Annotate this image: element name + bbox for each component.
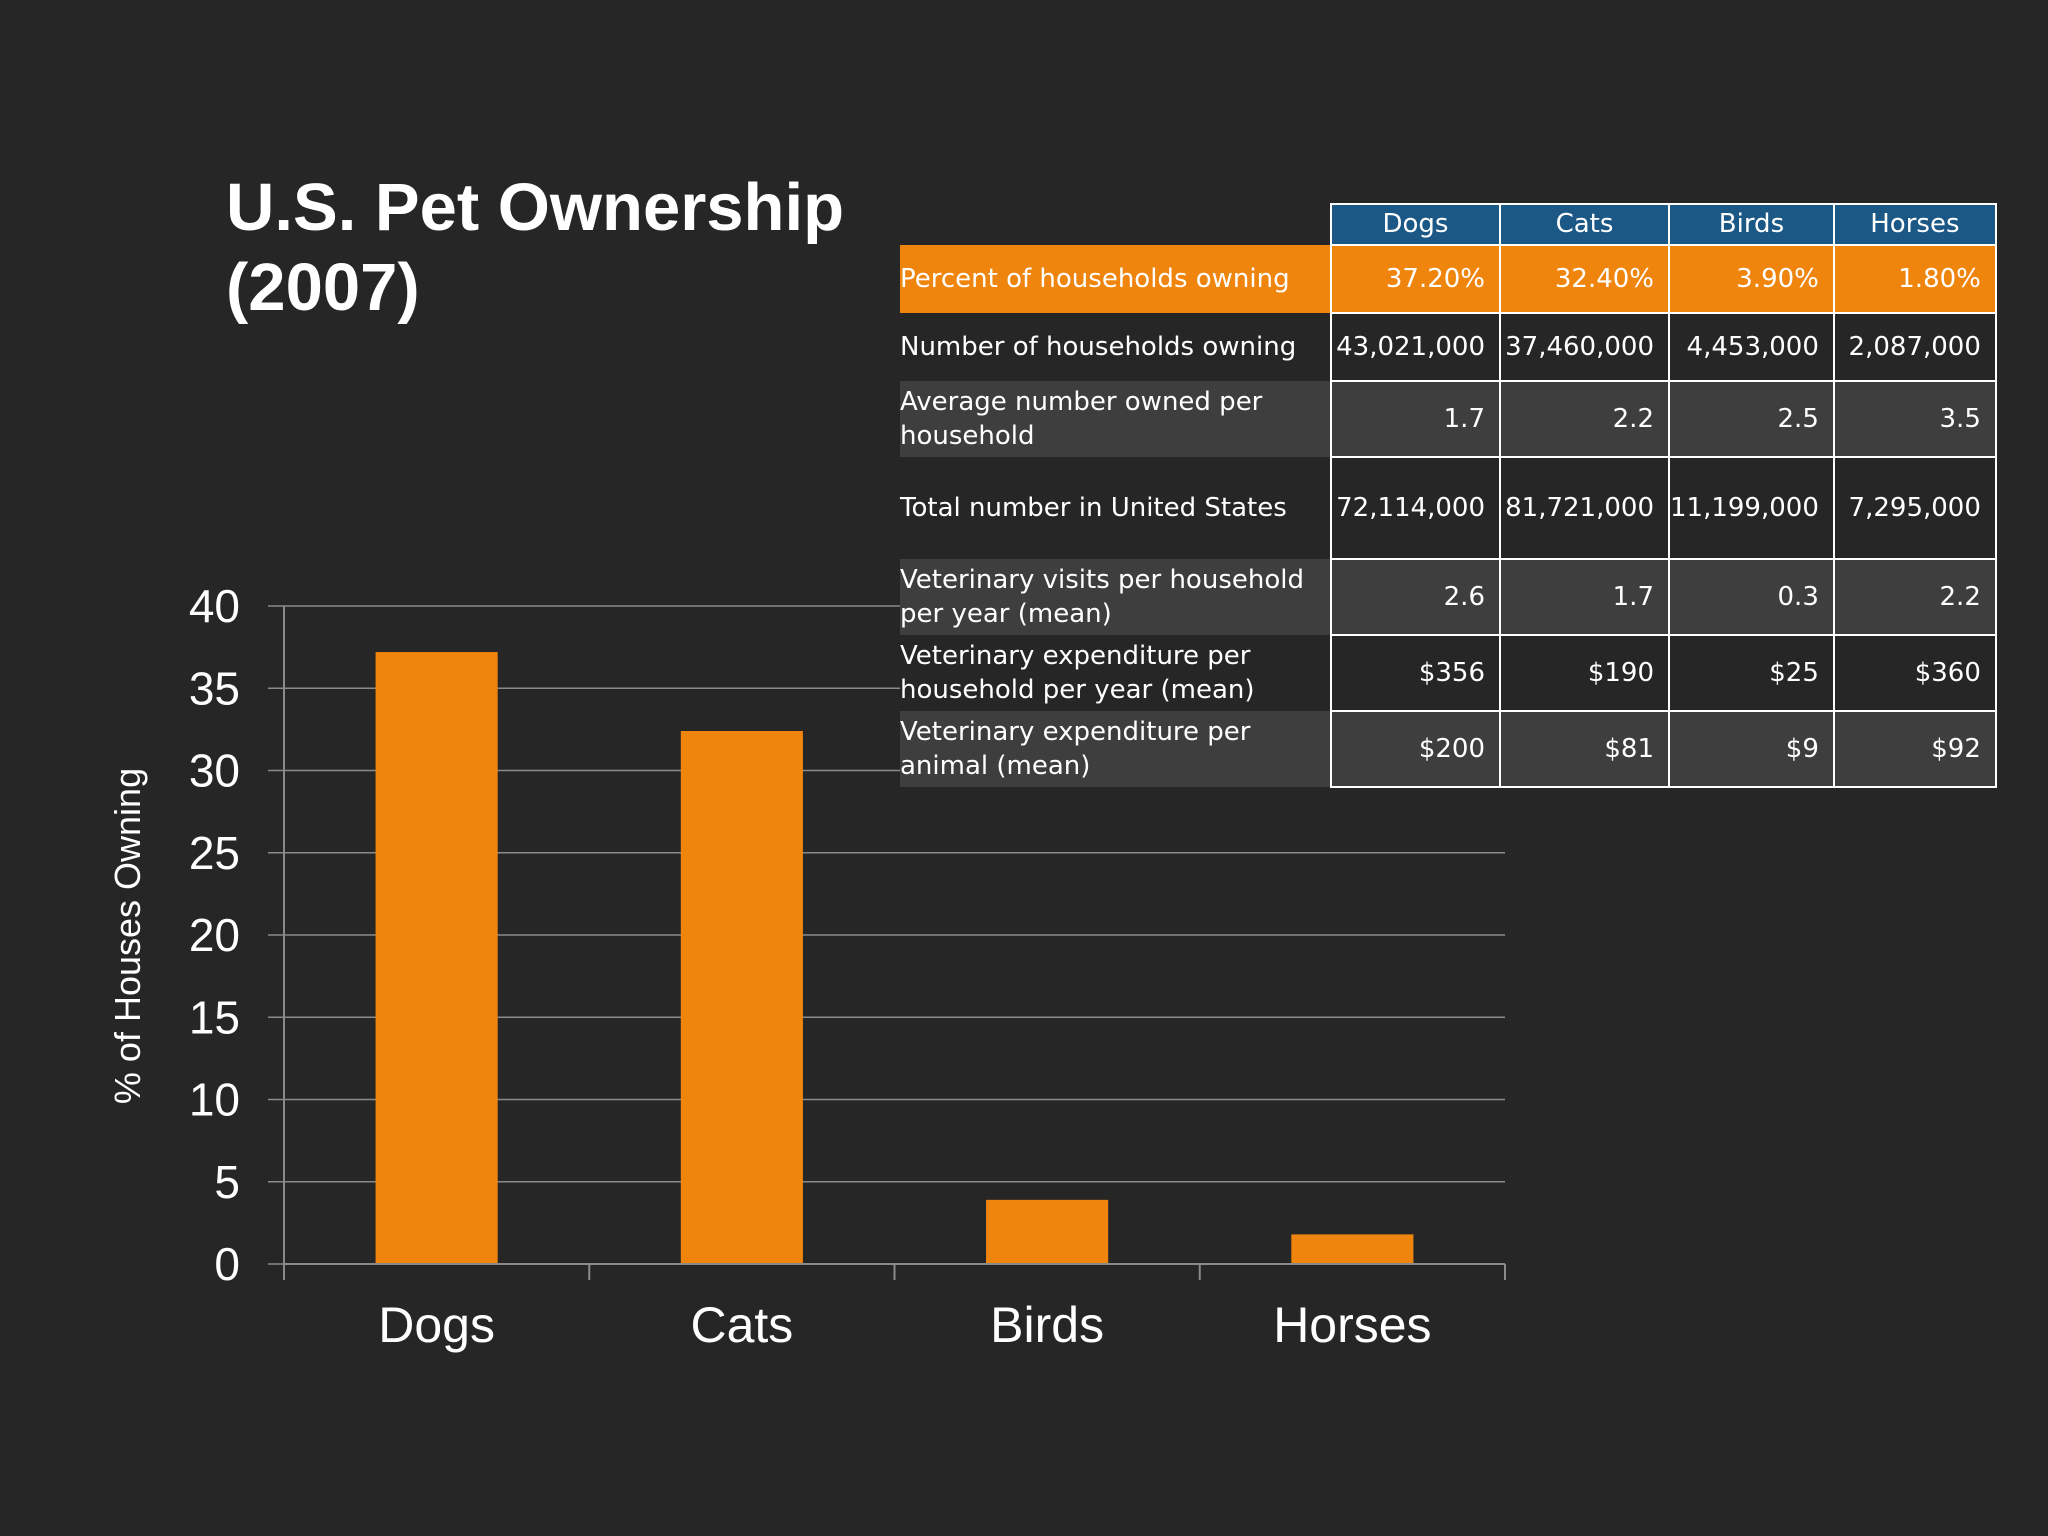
table-cell: 2.6 xyxy=(1330,558,1501,636)
bar-birds xyxy=(986,1199,1109,1264)
table-cell: 7,295,000 xyxy=(1832,456,1997,560)
table-cell: $9 xyxy=(1668,710,1835,788)
y-tick-label: 40 xyxy=(189,580,240,632)
table-cell: $360 xyxy=(1832,634,1997,712)
bar-cats xyxy=(680,731,803,1264)
bar-horses xyxy=(1291,1234,1414,1264)
table-cell: 37.20% xyxy=(1330,244,1501,314)
y-tick-label: 10 xyxy=(189,1074,240,1126)
table-cell: 32.40% xyxy=(1499,244,1670,314)
bars xyxy=(375,652,1414,1264)
table-cell: 1.80% xyxy=(1832,244,1997,314)
x-tick-label: Dogs xyxy=(378,1297,495,1353)
table-cell: $356 xyxy=(1330,634,1501,712)
x-tick-label: Birds xyxy=(990,1297,1104,1353)
table-cell: 81,721,000 xyxy=(1499,456,1670,560)
y-tick-label: 25 xyxy=(189,827,240,879)
row-label: Veterinary expenditure per household per… xyxy=(900,635,1332,711)
table-corner xyxy=(900,204,1331,245)
table-cell: 2.5 xyxy=(1668,380,1835,458)
table-cell: 72,114,000 xyxy=(1330,456,1501,560)
table-row: Percent of households owning 37.20% 32.40%… xyxy=(900,244,1997,314)
table-cell: 2.2 xyxy=(1832,558,1997,636)
table-cell: 1.7 xyxy=(1499,558,1670,636)
table-row: Number of households owning 43,021,000 37,… xyxy=(900,312,1997,382)
x-tick-label: Horses xyxy=(1273,1297,1431,1353)
y-axis-label: % of Houses Owning xyxy=(107,768,148,1104)
x-tick-label: Cats xyxy=(690,1297,793,1353)
table-cell: 1.7 xyxy=(1330,380,1501,458)
column-header: Horses xyxy=(1832,203,1997,246)
row-label: Number of households owning xyxy=(900,313,1332,381)
table-cell: 0.3 xyxy=(1668,558,1835,636)
column-header: Cats xyxy=(1499,203,1670,246)
table-cell: 3.5 xyxy=(1832,380,1997,458)
table-cell: 43,021,000 xyxy=(1330,312,1501,382)
table-cell: 4,453,000 xyxy=(1668,312,1835,382)
table-row: Veterinary visits per household per year… xyxy=(900,558,1997,636)
row-label: Total number in United States xyxy=(900,457,1332,559)
table-row: Veterinary expenditure per household per… xyxy=(900,634,1997,712)
table-cell: $92 xyxy=(1832,710,1997,788)
row-label: Average number owned per household xyxy=(900,381,1332,457)
table-cell: 2.2 xyxy=(1499,380,1670,458)
x-tick-labels: Dogs Cats Birds Horses xyxy=(378,1297,1431,1353)
row-label: Veterinary visits per household per year… xyxy=(900,559,1332,635)
pet-data-table: Dogs Cats Birds Horses Percent of househ… xyxy=(900,203,1997,788)
table-row: Average number owned per household 1.7 2.2… xyxy=(900,380,1997,458)
table-cell: 11,199,000 xyxy=(1668,456,1835,560)
column-header: Birds xyxy=(1668,203,1835,246)
table-cell: $81 xyxy=(1499,710,1670,788)
table-cell: 37,460,000 xyxy=(1499,312,1670,382)
table-row: Veterinary expenditure per animal (mean)… xyxy=(900,710,1997,788)
y-tick-label: 0 xyxy=(214,1238,240,1290)
table-cell: 3.90% xyxy=(1668,244,1835,314)
row-label: Percent of households owning xyxy=(900,245,1332,313)
row-label: Veterinary expenditure per animal (mean) xyxy=(900,711,1332,787)
y-tick-label: 30 xyxy=(189,745,240,797)
y-tick-label: 5 xyxy=(214,1156,240,1208)
y-tick-label: 15 xyxy=(189,991,240,1043)
y-tick-label: 20 xyxy=(189,909,240,961)
table-cell: $200 xyxy=(1330,710,1501,788)
y-tick-label: 35 xyxy=(189,662,240,714)
slide-title: U.S. Pet Ownership (2007) xyxy=(226,170,845,325)
column-header: Dogs xyxy=(1330,203,1501,246)
table-cell: 2,087,000 xyxy=(1832,312,1997,382)
axes xyxy=(283,606,1506,1280)
bar-dogs xyxy=(375,652,498,1264)
table-header-row: Dogs Cats Birds Horses xyxy=(900,203,1997,246)
table-cell: $190 xyxy=(1499,634,1670,712)
y-tick-labels: 0 5 10 15 20 25 30 35 40 xyxy=(189,580,240,1290)
table-cell: $25 xyxy=(1668,634,1835,712)
table-row: Total number in United States 72,114,000 8… xyxy=(900,456,1997,560)
